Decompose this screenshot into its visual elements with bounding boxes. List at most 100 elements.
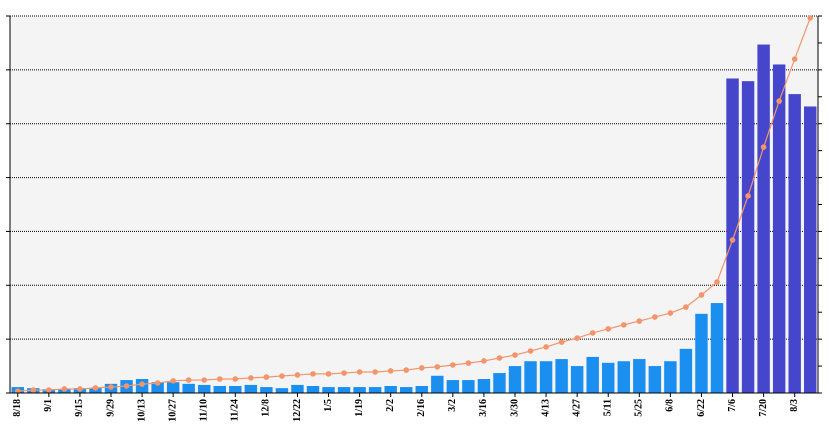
line-point: [698, 292, 705, 298]
x-tick-label: 9/29: [105, 399, 116, 417]
bar: [804, 106, 817, 393]
line-point: [77, 386, 83, 392]
bar: [757, 44, 770, 394]
line-point: [154, 380, 161, 386]
line-point: [108, 384, 114, 390]
x-tick-label: 1/5: [323, 399, 334, 412]
bar: [539, 361, 553, 393]
line-point: [791, 56, 798, 62]
bar: [462, 380, 475, 393]
line-point: [683, 304, 689, 310]
bar: [337, 387, 351, 393]
x-tick-label: 4/27: [571, 399, 582, 417]
bar: [726, 78, 739, 393]
x-tick-label: 7/6: [727, 399, 738, 412]
bar: [275, 388, 289, 393]
line-point: [30, 387, 37, 393]
bar: [648, 366, 662, 393]
bar: [244, 384, 258, 393]
x-tick-label: 3/16: [478, 399, 489, 417]
bar: [617, 361, 630, 393]
line-point: [201, 377, 208, 383]
line-point: [92, 385, 99, 391]
line-point: [636, 318, 643, 324]
line-point: [46, 387, 52, 393]
x-tick-label: 8/18: [12, 399, 23, 417]
line-point: [527, 348, 534, 354]
bar: [198, 384, 211, 393]
bar: [586, 356, 599, 393]
x-tick-label: 10/27: [167, 399, 178, 422]
line-point: [745, 193, 751, 199]
line-point: [310, 371, 316, 377]
x-tick-label: 6/22: [696, 399, 707, 417]
line-point: [574, 335, 580, 341]
line-point: [776, 98, 782, 104]
bar: [446, 380, 460, 393]
line-point: [372, 369, 378, 375]
line-point: [512, 352, 518, 358]
x-tick-label: 11/10: [199, 399, 210, 421]
bar: [431, 375, 444, 393]
bar: [524, 361, 537, 393]
bar: [602, 362, 615, 393]
line-point: [325, 371, 332, 377]
bar: [710, 303, 724, 393]
line-point: [714, 279, 720, 285]
x-tick-label: 3/2: [447, 399, 458, 412]
line-point: [465, 360, 472, 366]
bar: [493, 373, 506, 393]
line-point: [729, 237, 736, 243]
line-point: [170, 378, 176, 384]
x-tick-label: 2/2: [385, 399, 396, 412]
x-tick-label: 10/13: [136, 399, 147, 422]
bar: [229, 385, 242, 393]
bar: [400, 387, 413, 393]
x-tick-label: 6/8: [665, 399, 676, 412]
line-point: [216, 376, 223, 382]
bar: [260, 387, 273, 393]
bar: [151, 382, 164, 393]
bar: [182, 383, 195, 393]
x-tick-label: 5/11: [603, 399, 614, 416]
bar: [213, 385, 226, 393]
line-point: [403, 367, 410, 373]
bar: [633, 359, 646, 393]
line-point: [807, 15, 814, 21]
bar: [772, 64, 786, 393]
line-point: [496, 355, 503, 361]
line-point: [667, 310, 674, 316]
line-point: [294, 372, 301, 378]
line: [17, 17, 811, 392]
x-tick-label: 1/19: [354, 399, 365, 417]
bar: [353, 387, 366, 393]
line-point: [760, 144, 767, 150]
bar: [679, 348, 693, 393]
bar: [555, 359, 568, 393]
x-tick-label: 12/8: [261, 399, 272, 417]
x-tick-label: 8/3: [789, 399, 800, 412]
line-point: [450, 362, 456, 368]
bar: [508, 366, 522, 393]
bar: [166, 382, 180, 393]
line-point: [387, 368, 394, 374]
bar: [788, 94, 801, 393]
line-point: [434, 364, 441, 370]
line-point: [589, 330, 596, 336]
line-point: [418, 365, 425, 371]
line-point: [139, 381, 145, 387]
x-tick-label: 12/22: [292, 399, 303, 422]
bar: [384, 385, 397, 393]
line-point: [558, 339, 565, 345]
bar: [415, 385, 428, 393]
plot-area: [10, 16, 818, 393]
bar: [306, 385, 320, 393]
bar: [477, 378, 491, 393]
line-point: [356, 369, 363, 375]
bar: [741, 81, 755, 393]
line-point: [620, 322, 627, 328]
line-point: [652, 314, 658, 320]
line-point: [123, 383, 130, 389]
line-point: [341, 370, 347, 376]
